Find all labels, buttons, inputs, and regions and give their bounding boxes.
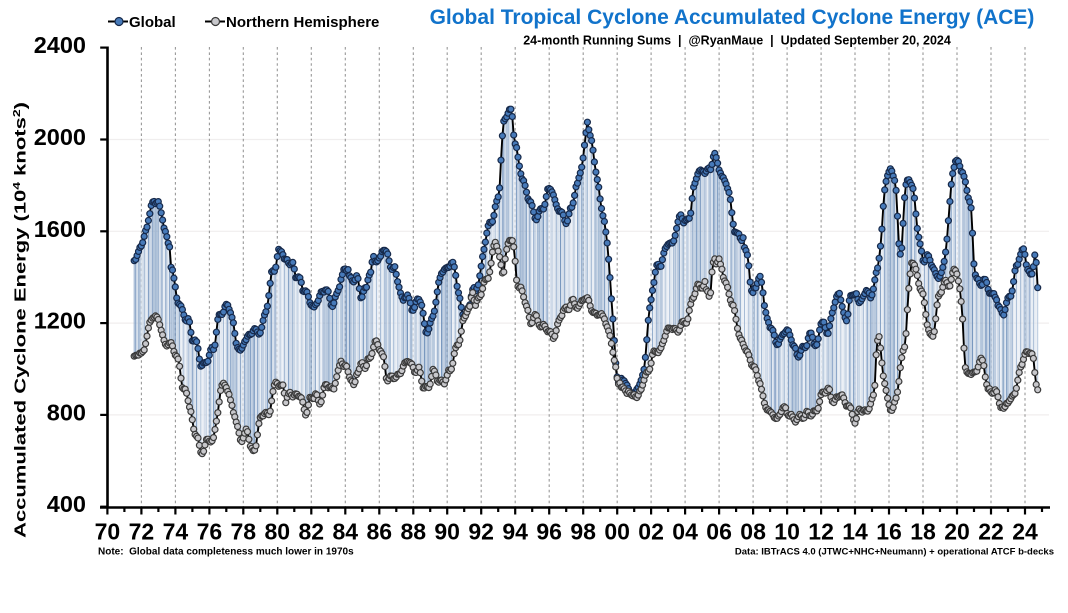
- svg-text:1200: 1200: [34, 308, 86, 334]
- svg-text:16: 16: [876, 519, 902, 545]
- svg-text:10: 10: [774, 519, 800, 545]
- svg-text:82: 82: [299, 519, 325, 545]
- svg-text:98: 98: [570, 519, 596, 545]
- svg-text:90: 90: [434, 519, 460, 545]
- svg-text:72: 72: [129, 519, 155, 545]
- svg-text:84: 84: [333, 519, 359, 545]
- svg-text:74: 74: [163, 519, 189, 545]
- svg-text:76: 76: [197, 519, 223, 545]
- svg-text:12: 12: [808, 519, 834, 545]
- svg-text:96: 96: [536, 519, 562, 545]
- svg-text:14: 14: [842, 519, 868, 545]
- svg-text:800: 800: [47, 399, 86, 425]
- svg-text:20: 20: [944, 519, 970, 545]
- svg-text:00: 00: [604, 519, 630, 545]
- svg-text:02: 02: [638, 519, 664, 545]
- svg-text:Global: Global: [129, 14, 176, 31]
- svg-text:06: 06: [706, 519, 732, 545]
- svg-text:94: 94: [502, 519, 528, 545]
- svg-text:04: 04: [672, 519, 698, 545]
- svg-text:Northern Hemisphere: Northern Hemisphere: [226, 14, 379, 31]
- svg-text:1600: 1600: [34, 216, 86, 242]
- svg-text:70: 70: [95, 519, 121, 545]
- svg-text:400: 400: [47, 491, 86, 517]
- svg-text:Data: IBTrACS 4.0 (JTWC+NHC+Ne: Data: IBTrACS 4.0 (JTWC+NHC+Neumann) + o…: [735, 547, 1054, 558]
- svg-text:22: 22: [978, 519, 1004, 545]
- svg-text:78: 78: [231, 519, 257, 545]
- svg-text:18: 18: [910, 519, 936, 545]
- svg-text:2400: 2400: [34, 32, 86, 58]
- svg-text:Accumulated Cyclone Energy (10: Accumulated Cyclone Energy (104 knots2): [11, 102, 30, 538]
- svg-text:88: 88: [401, 519, 427, 545]
- svg-text:24: 24: [1012, 519, 1038, 545]
- svg-text:86: 86: [367, 519, 393, 545]
- svg-text:24-month Running Sums | @Rya: 24-month Running Sums | @RyanMaue | Upda…: [523, 34, 951, 48]
- svg-text:80: 80: [265, 519, 291, 545]
- svg-text:08: 08: [740, 519, 766, 545]
- svg-text:2000: 2000: [34, 124, 86, 150]
- svg-text:Note: Global data completenes: Note: Global data completeness much lowe…: [98, 547, 354, 558]
- svg-text:92: 92: [468, 519, 494, 545]
- svg-text:Global Tropical Cyclone Accumu: Global Tropical Cyclone Accumulated Cycl…: [430, 6, 1035, 29]
